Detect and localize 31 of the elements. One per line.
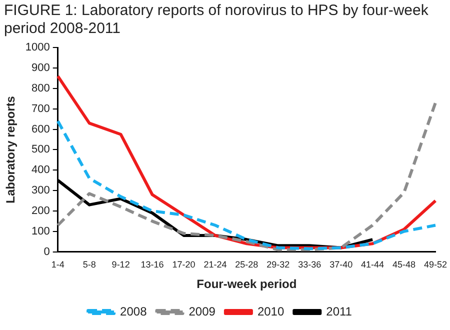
y-tick-label: 800 <box>32 82 50 94</box>
y-axis-title: Laboratory reports <box>4 96 18 204</box>
x-tick-label: 5-8 <box>82 260 96 270</box>
x-tick-label: 1-4 <box>51 260 64 270</box>
x-tick-label: 45-48 <box>392 260 416 270</box>
y-tick-label: 400 <box>32 164 50 176</box>
y-tick-label: 100 <box>32 225 50 238</box>
x-tick-label: 13-16 <box>140 260 164 270</box>
y-tick-label: 600 <box>32 123 50 136</box>
x-tick-label: 9-12 <box>112 260 130 270</box>
chart-title: FIGURE 1: Laboratory reports of norovirus to HPS by four-week period 2008-2011 <box>4 2 430 38</box>
y-tick-label: 200 <box>32 204 50 217</box>
legend-label: 2010 <box>257 304 284 318</box>
y-tick-label: 500 <box>32 144 50 156</box>
x-tick-label: 41-44 <box>361 260 384 270</box>
x-tick-label: 33-36 <box>298 260 322 270</box>
y-tick-label: 0 <box>44 246 50 258</box>
legend-label: 2009 <box>188 304 216 318</box>
x-axis-title: Four-week period <box>196 277 297 292</box>
y-tick-label: 700 <box>32 102 50 115</box>
y-tick-label: 1000 <box>25 42 50 54</box>
x-tick-label: 25-28 <box>235 260 258 270</box>
y-tick-label: 900 <box>32 62 50 74</box>
legend-label: 2008 <box>120 304 148 318</box>
legend-label: 2011 <box>326 304 352 318</box>
x-tick-label: 29-32 <box>266 260 290 270</box>
x-tick-label: 49-52 <box>424 260 448 270</box>
x-tick-label: 37-40 <box>330 260 353 270</box>
x-tick-label: 17-20 <box>172 260 196 270</box>
y-tick-label: 300 <box>32 184 50 197</box>
x-tick-label: 21-24 <box>204 260 227 270</box>
